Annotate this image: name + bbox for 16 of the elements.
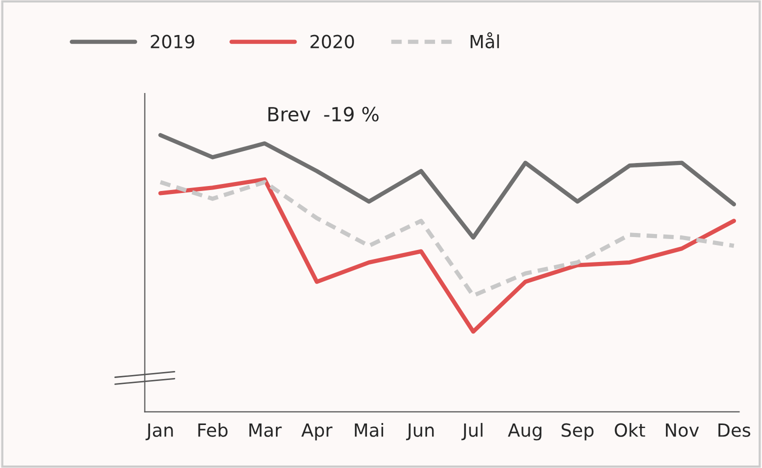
x-tick-label: Jul — [461, 422, 482, 440]
x-tick-label: Feb — [198, 422, 228, 437]
x-tick-label: Jan — [146, 424, 173, 440]
x-tick-label: Sep — [562, 423, 594, 440]
x-tick-label: Mar — [249, 424, 282, 437]
legend-label: Mål — [470, 32, 499, 48]
x-tick-label: Aug — [508, 424, 542, 440]
chart-title: Brev -19 % — [268, 106, 379, 122]
legend-label: 2020 — [310, 34, 354, 48]
x-tick-label: Jun — [406, 424, 434, 440]
x-tick-label: Okt — [614, 422, 646, 437]
legend-label: 2019 — [150, 34, 194, 48]
x-tick-label: Des — [718, 424, 750, 437]
x-tick-label: Apr — [301, 424, 332, 440]
x-tick-label: Nov — [666, 424, 699, 437]
x-tick-label: Mai — [354, 422, 384, 437]
